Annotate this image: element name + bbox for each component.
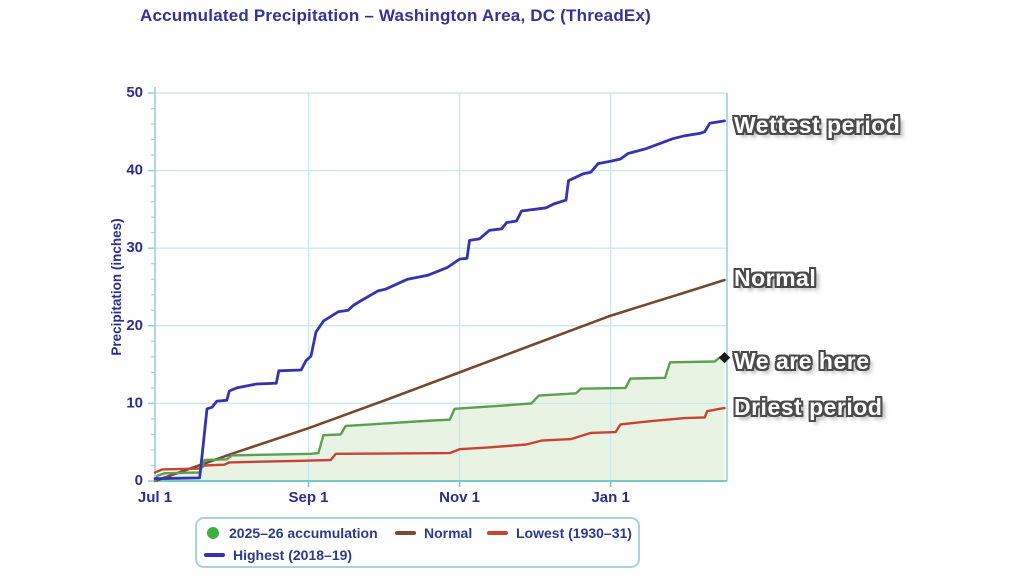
area-fill-layer: [155, 357, 725, 481]
annotation-we-are-here: We are here: [734, 348, 870, 374]
lowest-line-swatch: [487, 531, 508, 535]
tick-labels-layer: 0 10 20 30 40 50 Jul 1 Sep 1 Nov 1 Jan 1: [126, 84, 629, 506]
annotation-driest-period: Driest period: [734, 394, 883, 420]
svg-text:Jul 1: Jul 1: [138, 489, 172, 506]
legend-item-normal[interactable]: Normal: [395, 525, 472, 541]
normal-line-swatch: [395, 531, 416, 535]
svg-text:Nov 1: Nov 1: [439, 489, 480, 506]
y-axis-title: Precipitation (inches): [109, 218, 124, 355]
legend-item-lowest[interactable]: Lowest (1930–31): [487, 525, 632, 541]
axis-layer: [148, 87, 728, 487]
chart-legend: 2025–26 accumulation Normal Lowest (1930…: [195, 517, 640, 568]
chart-title: Accumulated Precipitation – Washington A…: [140, 6, 651, 25]
legend-item-highest[interactable]: Highest (2018–19): [204, 547, 352, 563]
legend-label: Normal: [424, 525, 473, 541]
annotation-wettest-period: Wettest period: [734, 112, 901, 138]
legend-item-accumulation[interactable]: 2025–26 accumulation: [207, 525, 378, 541]
svg-text:0: 0: [135, 472, 143, 489]
highest-line-swatch: [204, 553, 225, 557]
accumulation-dot-swatch: [207, 527, 219, 539]
grid-layer: [155, 92, 727, 481]
legend-label: Lowest (1930–31): [516, 525, 632, 541]
annotation-normal: Normal: [734, 265, 817, 291]
legend-label: Highest (2018–19): [233, 547, 353, 563]
svg-text:20: 20: [126, 317, 143, 334]
svg-text:30: 30: [126, 239, 143, 256]
legend-label: 2025–26 accumulation: [229, 525, 378, 541]
svg-text:Jan 1: Jan 1: [591, 489, 629, 506]
series-lines-layer: [153, 119, 726, 483]
svg-text:Sep 1: Sep 1: [289, 489, 329, 506]
svg-text:40: 40: [126, 162, 143, 179]
svg-text:50: 50: [126, 84, 143, 101]
svg-text:10: 10: [126, 394, 143, 411]
